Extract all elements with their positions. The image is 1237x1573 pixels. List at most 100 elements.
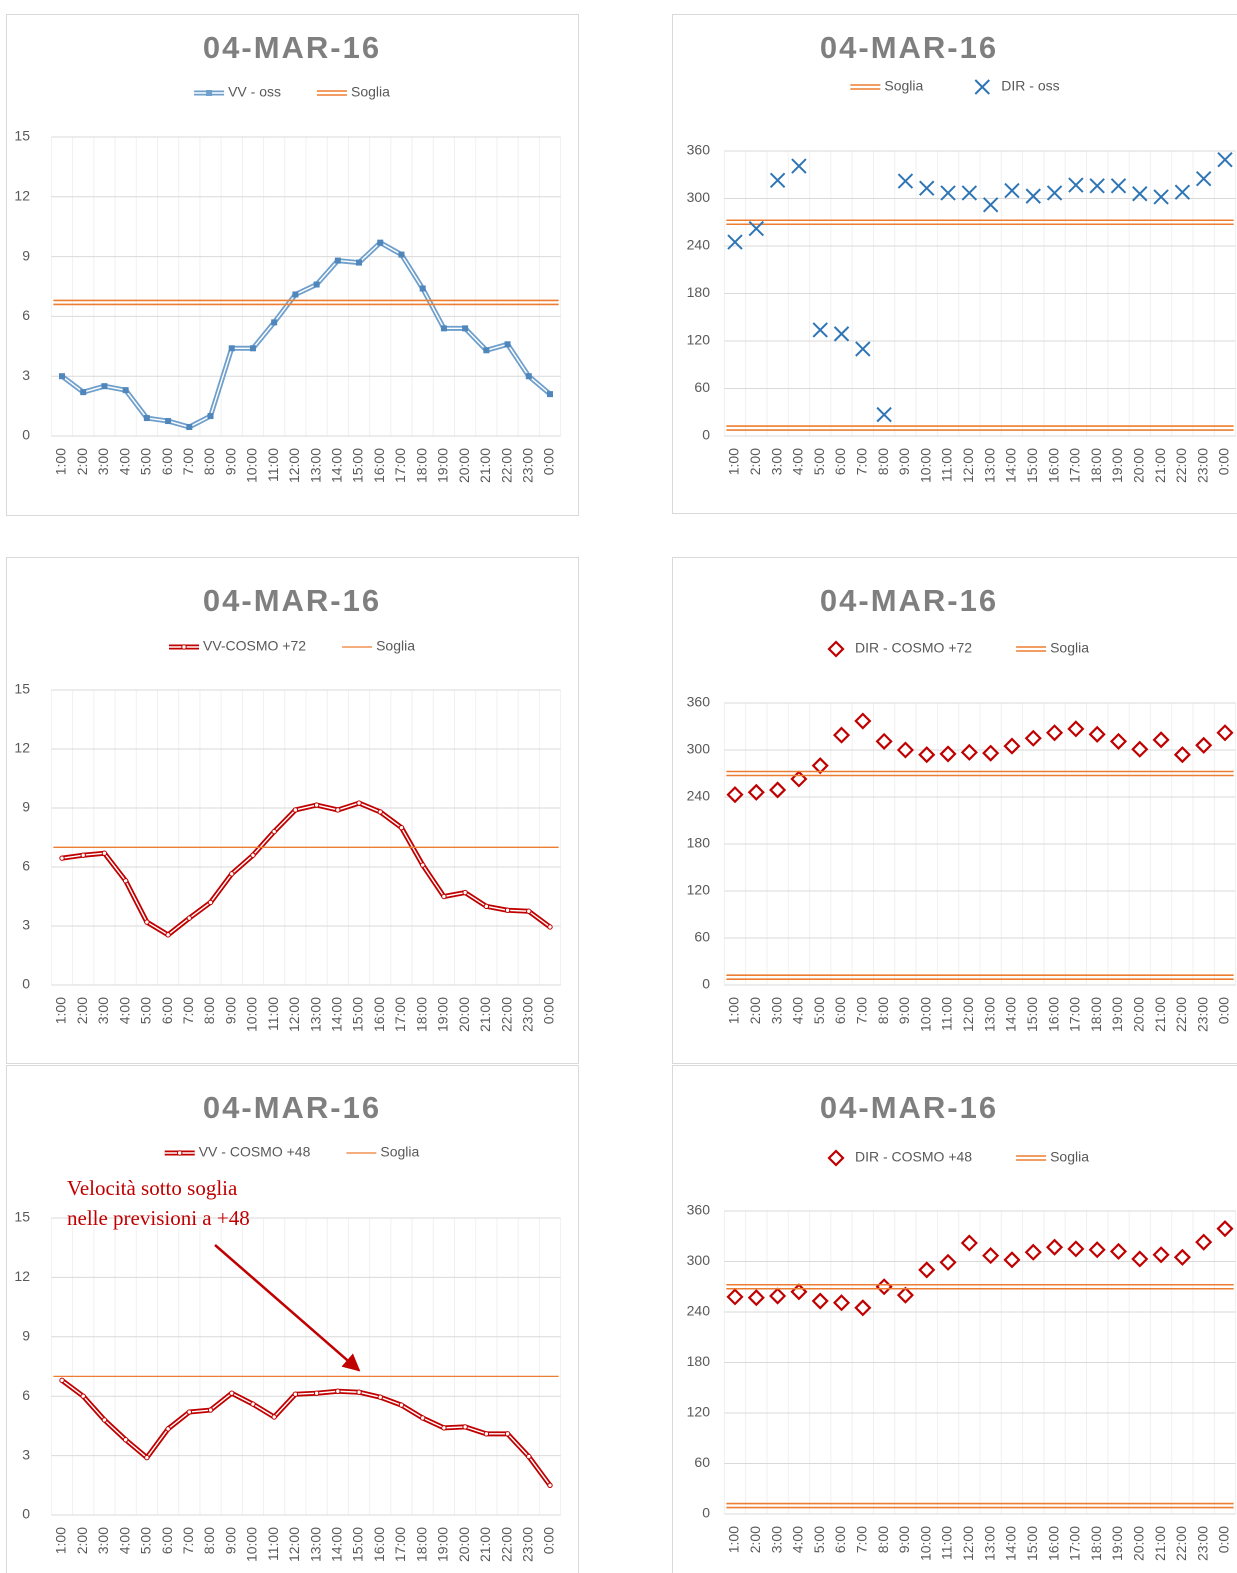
x-tick-label: 18:00 bbox=[1088, 1526, 1104, 1561]
x-tick-label: 20:00 bbox=[456, 448, 472, 483]
marker bbox=[313, 281, 320, 288]
x-tick-label: 19:00 bbox=[1109, 997, 1125, 1032]
marker bbox=[961, 185, 978, 201]
legend-label: Soglia bbox=[380, 1144, 419, 1160]
x-tick-label: 18:00 bbox=[1088, 997, 1104, 1032]
legend-item: Soglia bbox=[342, 638, 415, 654]
marker bbox=[271, 828, 277, 835]
marker bbox=[827, 640, 845, 658]
y-tick-label: 0 bbox=[702, 1505, 710, 1521]
legend-item: DIR - COSMO +72 bbox=[827, 640, 972, 658]
marker bbox=[747, 1289, 765, 1307]
marker bbox=[335, 807, 341, 813]
y-tick-label: 0 bbox=[22, 976, 30, 992]
marker bbox=[918, 1261, 936, 1279]
x-tick-label: 12:00 bbox=[960, 1526, 976, 1561]
x-tick-label: 11:00 bbox=[939, 1526, 955, 1560]
x-tick-label: 23:00 bbox=[519, 997, 535, 1032]
annotation: nelle previsioni a +48 bbox=[67, 1206, 250, 1230]
legend-label: VV - COSMO +48 bbox=[199, 1144, 311, 1160]
x-tick-label: 17:00 bbox=[1067, 997, 1083, 1032]
marker bbox=[939, 1253, 957, 1271]
x-tick-label: 19:00 bbox=[1109, 1526, 1125, 1561]
y-tick-label: 9 bbox=[22, 247, 30, 263]
marker bbox=[334, 257, 341, 264]
marker bbox=[854, 1299, 872, 1317]
marker bbox=[143, 415, 150, 422]
marker bbox=[398, 824, 405, 831]
x-tick-label: 0:00 bbox=[541, 448, 557, 475]
marker bbox=[144, 919, 150, 925]
x-tick-label: 6:00 bbox=[832, 997, 848, 1024]
marker bbox=[462, 1424, 468, 1430]
marker bbox=[726, 1288, 744, 1306]
annotation-arrow bbox=[214, 1244, 361, 1372]
marker bbox=[1109, 732, 1128, 750]
y-tick-label: 120 bbox=[687, 882, 711, 898]
chart-panel: 04-MAR-16 0 3 6 9 12 15 1:00 2:00 3:00 4:00 5:00 6:0… bbox=[6, 14, 579, 516]
y-tick-label: 240 bbox=[687, 788, 711, 804]
marker bbox=[356, 800, 362, 806]
panel-border bbox=[672, 1065, 1237, 1573]
marker bbox=[1173, 1248, 1191, 1266]
x-tick-label: 20:00 bbox=[1130, 997, 1146, 1032]
x-tick-label: 21:00 bbox=[1152, 997, 1168, 1032]
x-tick-label: 0:00 bbox=[541, 1527, 557, 1554]
x-tick-label: 15:00 bbox=[1024, 1526, 1040, 1561]
marker bbox=[1025, 188, 1041, 204]
marker bbox=[1174, 184, 1191, 200]
chart-title: 04-MAR-16 bbox=[820, 1090, 998, 1125]
y-tick-label: 6 bbox=[22, 307, 30, 323]
marker bbox=[462, 325, 469, 332]
marker bbox=[101, 1417, 108, 1423]
marker bbox=[186, 424, 193, 431]
x-tick-label: 14:00 bbox=[1003, 448, 1019, 483]
marker bbox=[398, 1402, 405, 1408]
x-tick-label: 4:00 bbox=[790, 1526, 806, 1553]
x-tick-label: 9:00 bbox=[896, 448, 912, 475]
x-tick-label: 17:00 bbox=[392, 1527, 408, 1562]
marker bbox=[1067, 1240, 1085, 1258]
x-tick-label: 14:00 bbox=[329, 1527, 345, 1562]
marker bbox=[1216, 1220, 1234, 1238]
x-tick-label: 0:00 bbox=[1216, 997, 1232, 1024]
x-tick-label: 2:00 bbox=[74, 1527, 90, 1554]
marker bbox=[526, 1453, 532, 1460]
x-tick-label: 11:00 bbox=[939, 997, 955, 1031]
legend-label: VV-COSMO +72 bbox=[203, 638, 306, 654]
x-tick-label: 16:00 bbox=[1045, 997, 1061, 1032]
legend-label: Soglia bbox=[1050, 1149, 1089, 1165]
x-tick-label: 8:00 bbox=[875, 448, 891, 475]
x-tick-label: 11:00 bbox=[265, 1527, 281, 1561]
x-tick-label: 23:00 bbox=[1194, 1526, 1210, 1561]
x-tick-label: 19:00 bbox=[1109, 448, 1125, 483]
marker bbox=[271, 1414, 277, 1420]
x-tick-label: 17:00 bbox=[1067, 1526, 1083, 1561]
x-tick-label: 0:00 bbox=[1216, 448, 1232, 475]
x-tick-label: 9:00 bbox=[896, 997, 912, 1024]
marker bbox=[165, 418, 172, 425]
chart-panel: 04-MAR-16 0 3 6 9 12 15 1:00 2:00 3:00 4:00 5:00 6:0… bbox=[6, 557, 579, 1064]
marker bbox=[547, 924, 553, 930]
y-tick-label: 0 bbox=[22, 1506, 30, 1522]
chart-title: 04-MAR-16 bbox=[820, 30, 998, 65]
marker bbox=[1068, 177, 1084, 193]
x-tick-label: 12:00 bbox=[286, 1527, 302, 1562]
y-tick-label: 240 bbox=[687, 237, 711, 253]
marker bbox=[335, 1388, 341, 1394]
x-tick-label: 7:00 bbox=[180, 448, 196, 475]
x-tick-label: 20:00 bbox=[456, 1527, 472, 1562]
x-tick-label: 13:00 bbox=[981, 1526, 997, 1561]
marker bbox=[249, 345, 256, 352]
x-tick-label: 8:00 bbox=[201, 1527, 217, 1554]
x-tick-label: 15:00 bbox=[350, 997, 366, 1032]
legend: VV-COSMO +72 Soglia bbox=[168, 638, 415, 654]
marker bbox=[748, 220, 765, 237]
y-tick-label: 9 bbox=[22, 1328, 30, 1344]
legend: VV - COSMO +48 Soglia bbox=[164, 1144, 419, 1160]
x-tick-label: 18:00 bbox=[413, 448, 429, 483]
marker bbox=[833, 326, 850, 342]
x-tick-label: 8:00 bbox=[201, 997, 217, 1024]
x-tick-label: 13:00 bbox=[981, 997, 997, 1032]
marker bbox=[811, 1292, 829, 1310]
